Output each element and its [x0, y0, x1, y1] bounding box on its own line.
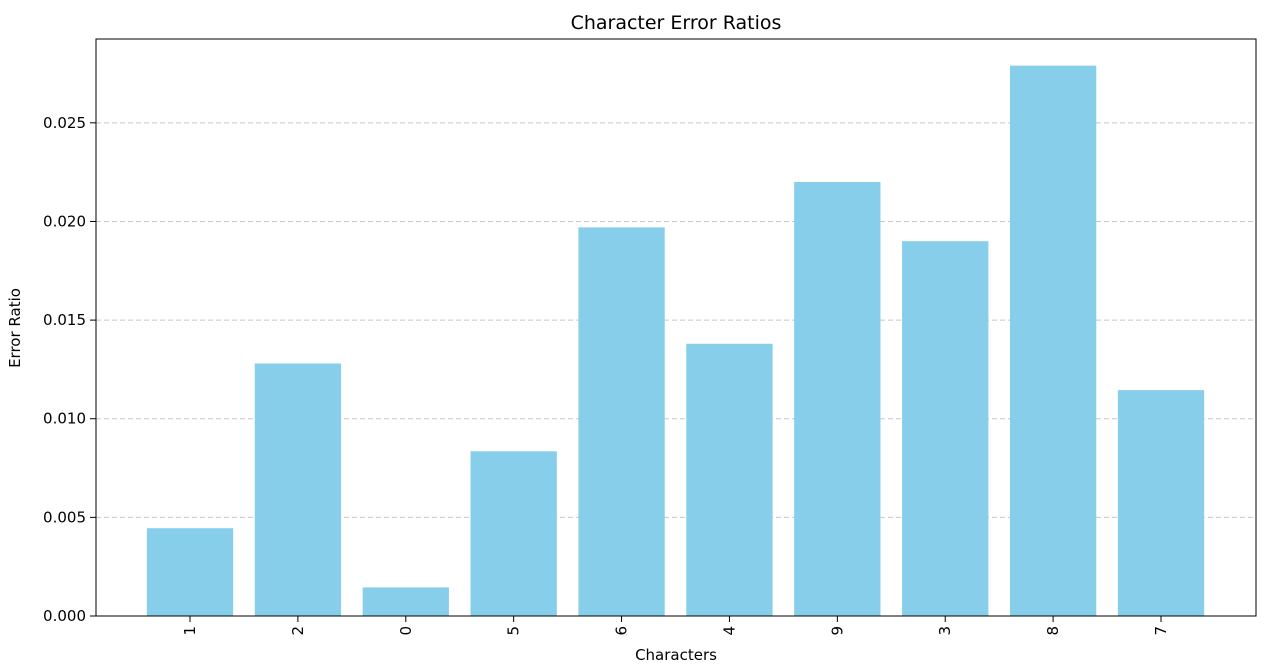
x-tick-label: 4 — [720, 626, 738, 636]
bar-3 — [902, 241, 989, 616]
bar-8 — [1009, 65, 1097, 617]
chart-title: Character Error Ratios — [571, 12, 782, 34]
y-tick-label: 0.005 — [43, 508, 86, 526]
bar-5 — [470, 451, 557, 616]
bar-6 — [578, 227, 665, 616]
y-tick-label: 0.010 — [43, 410, 86, 428]
x-tick-label: 7 — [1152, 626, 1170, 636]
x-tick-label: 6 — [613, 626, 631, 636]
bar-4 — [686, 343, 773, 616]
x-axis-label: Characters — [635, 646, 717, 664]
x-tick-label: 2 — [289, 626, 307, 636]
y-tick-label: 0.015 — [43, 311, 86, 329]
y-tick-label: 0.020 — [43, 212, 86, 230]
y-tick-label: 0.000 — [43, 607, 86, 625]
x-tick-label: 3 — [936, 626, 954, 636]
x-tick-label: 1 — [181, 626, 199, 636]
y-axis-ticks: 0.000 0.005 0.010 0.015 0.020 0.025 — [43, 114, 96, 625]
x-tick-label: 9 — [828, 626, 846, 636]
x-tick-label: 0 — [397, 626, 415, 636]
x-tick-label: 8 — [1044, 626, 1062, 636]
y-tick-label: 0.025 — [43, 114, 86, 132]
x-axis-ticks: 1 2 0 5 6 4 9 3 8 7 — [181, 616, 1170, 636]
bar-1 — [146, 528, 234, 616]
bars — [146, 65, 1205, 617]
bar-9 — [794, 182, 881, 616]
plot-area-frame — [95, 38, 1257, 617]
y-axis-label: Error Ratio — [6, 288, 24, 368]
bar-7 — [1117, 390, 1205, 616]
bar-2 — [254, 363, 342, 616]
bar-0 — [362, 587, 449, 616]
x-tick-label: 5 — [505, 626, 523, 636]
